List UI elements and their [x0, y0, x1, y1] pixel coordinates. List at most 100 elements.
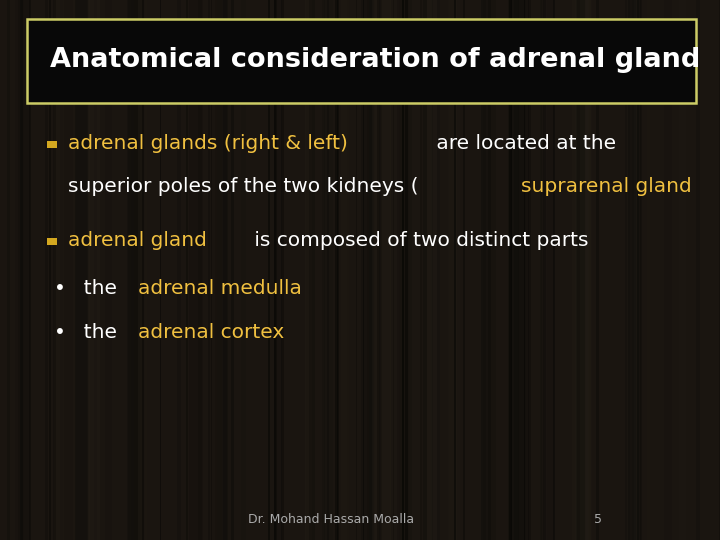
- Bar: [486, 0, 495, 540]
- Bar: [75, 0, 88, 540]
- Bar: [580, 0, 589, 540]
- Bar: [215, 0, 227, 540]
- Bar: [627, 0, 634, 540]
- Bar: [585, 0, 590, 540]
- Bar: [381, 0, 391, 540]
- Bar: [294, 0, 298, 540]
- Bar: [341, 0, 349, 540]
- Bar: [123, 0, 131, 540]
- Bar: [53, 0, 56, 540]
- Bar: [640, 0, 642, 540]
- Bar: [327, 0, 328, 540]
- Bar: [329, 0, 341, 540]
- Bar: [420, 0, 422, 540]
- Bar: [231, 0, 235, 540]
- Bar: [454, 0, 456, 540]
- Bar: [627, 0, 631, 540]
- Bar: [572, 0, 577, 540]
- Bar: [153, 0, 157, 540]
- Bar: [441, 0, 454, 540]
- Text: adrenal gland: adrenal gland: [68, 231, 207, 250]
- Bar: [657, 0, 662, 540]
- Text: the: the: [71, 279, 123, 299]
- Bar: [19, 0, 30, 540]
- Bar: [21, 0, 22, 540]
- Bar: [347, 0, 351, 540]
- Bar: [541, 0, 554, 540]
- Bar: [514, 0, 526, 540]
- Bar: [309, 0, 315, 540]
- Bar: [509, 0, 512, 540]
- Bar: [369, 0, 379, 540]
- Bar: [62, 0, 70, 540]
- Text: suprarenal gland: suprarenal gland: [521, 177, 691, 196]
- Bar: [269, 0, 274, 540]
- Bar: [215, 0, 217, 540]
- Bar: [524, 0, 525, 540]
- Bar: [636, 0, 639, 540]
- Bar: [47, 141, 57, 148]
- Bar: [397, 0, 400, 540]
- Bar: [629, 0, 636, 540]
- Bar: [29, 0, 30, 540]
- Bar: [431, 0, 440, 540]
- Bar: [223, 0, 228, 540]
- Bar: [543, 0, 546, 540]
- Bar: [274, 0, 277, 540]
- Text: superior poles of the two kidneys (: superior poles of the two kidneys (: [68, 177, 419, 196]
- Bar: [402, 0, 404, 540]
- Bar: [306, 0, 313, 540]
- Bar: [6, 0, 10, 540]
- Bar: [290, 0, 302, 540]
- Bar: [409, 0, 420, 540]
- Bar: [518, 0, 529, 540]
- Text: Dr. Mohand Hassan Moalla: Dr. Mohand Hassan Moalla: [248, 513, 414, 526]
- Bar: [89, 0, 100, 540]
- Bar: [588, 0, 598, 540]
- Bar: [592, 0, 604, 540]
- Bar: [596, 0, 599, 540]
- Bar: [444, 0, 448, 540]
- Bar: [544, 0, 547, 540]
- Bar: [528, 0, 531, 540]
- Text: are located at the: are located at the: [430, 133, 616, 153]
- Bar: [447, 0, 459, 540]
- Bar: [105, 0, 112, 540]
- Bar: [402, 0, 404, 540]
- Bar: [650, 0, 655, 540]
- Bar: [14, 0, 24, 540]
- Text: adrenal cortex: adrenal cortex: [138, 322, 284, 342]
- Bar: [274, 0, 276, 540]
- Bar: [377, 0, 379, 540]
- Bar: [318, 0, 323, 540]
- Bar: [45, 0, 48, 540]
- Bar: [444, 0, 456, 540]
- Bar: [276, 0, 282, 540]
- Bar: [367, 0, 374, 540]
- Text: is composed of two distinct parts: is composed of two distinct parts: [248, 231, 588, 250]
- FancyBboxPatch shape: [27, 19, 696, 103]
- Bar: [679, 0, 687, 540]
- Bar: [87, 0, 91, 540]
- Bar: [634, 0, 639, 540]
- Bar: [103, 0, 115, 540]
- Bar: [557, 0, 562, 540]
- Bar: [553, 0, 555, 540]
- Bar: [143, 0, 145, 540]
- Bar: [449, 0, 456, 540]
- Bar: [540, 0, 542, 540]
- Bar: [186, 0, 188, 540]
- Bar: [162, 0, 165, 540]
- Bar: [624, 0, 630, 540]
- Bar: [13, 0, 18, 540]
- Bar: [20, 0, 23, 540]
- Bar: [511, 0, 512, 540]
- Bar: [543, 0, 553, 540]
- Bar: [336, 0, 338, 540]
- Text: adrenal medulla: adrenal medulla: [138, 279, 302, 299]
- Bar: [324, 0, 333, 540]
- Bar: [352, 0, 364, 540]
- Bar: [632, 0, 641, 540]
- Bar: [513, 0, 526, 540]
- Bar: [363, 0, 364, 540]
